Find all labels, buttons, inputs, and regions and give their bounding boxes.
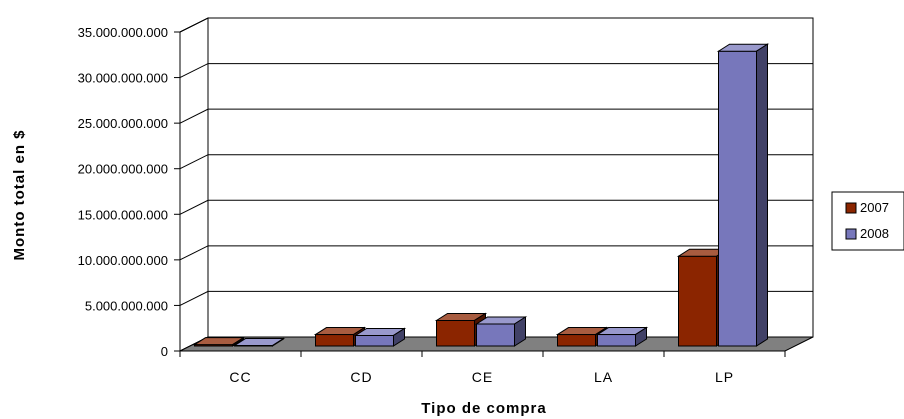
gridline: [179, 199, 813, 215]
bar-side: [393, 327, 405, 347]
axes: [174, 31, 786, 357]
bar-front: [597, 334, 636, 347]
gridline: [179, 108, 813, 124]
bar-side: [514, 316, 526, 347]
bar-2008-CD: [353, 327, 407, 347]
bar-2008-LP: [716, 43, 770, 347]
bar-2007-CC: [192, 336, 246, 347]
y-axis-title: Monto total en $: [11, 130, 28, 261]
bar-front: [436, 319, 475, 347]
bar-2008-LA: [595, 326, 649, 347]
side-wall: [179, 17, 209, 352]
y-tick-label: 30.000.000.000: [78, 71, 168, 86]
gridline: [179, 154, 813, 170]
x-tick-label: LP: [715, 369, 734, 385]
y-tick-label: 15.000.000.000: [78, 207, 168, 222]
bar-front: [718, 50, 757, 347]
gridline: [179, 17, 813, 33]
x-axis-title: Tipo de compra: [421, 400, 546, 417]
y-tick-labels: 0 5.000.000.000 10.000.000.000 15.000.000.0…: [78, 25, 168, 359]
gridline: [179, 290, 813, 306]
gridlines: [179, 17, 813, 306]
bar-2008-CC: [232, 337, 286, 347]
bar-front: [557, 334, 596, 347]
x-tick-label: LA: [594, 369, 613, 385]
y-tick-label: 10.000.000.000: [78, 253, 168, 268]
bar-side: [272, 337, 284, 347]
legend-swatch-2007: [845, 202, 857, 214]
legend-swatch-2008: [845, 228, 857, 240]
bar-2008-CE: [474, 316, 528, 347]
bar-front: [315, 334, 354, 347]
bar-side: [756, 43, 768, 347]
gridline: [179, 245, 813, 261]
y-tick-label: 20.000.000.000: [78, 162, 168, 177]
x-tick-labels: CC CD CE LA LP: [229, 369, 734, 385]
bar-front: [678, 255, 717, 347]
legend-box: [831, 191, 904, 251]
y-tick-label: 0: [161, 344, 168, 359]
bar-side: [232, 336, 244, 347]
legend-label-2008: 2008: [860, 226, 889, 241]
y-tick-label: 5.000.000.000: [85, 298, 168, 313]
gridline: [179, 63, 813, 79]
bar-side: [635, 326, 647, 347]
legend-label-2007: 2007: [860, 200, 889, 215]
legend: 2007 2008: [831, 191, 904, 251]
bar-front: [355, 334, 394, 347]
bar-front: [476, 323, 515, 347]
bars: [192, 43, 770, 347]
x-tick-label: CC: [229, 369, 251, 385]
y-tick-label: 25.000.000.000: [78, 116, 168, 131]
x-tick-label: CE: [472, 369, 493, 385]
y-tick-label: 35.000.000.000: [78, 25, 168, 40]
x-tick-label: CD: [350, 369, 372, 385]
